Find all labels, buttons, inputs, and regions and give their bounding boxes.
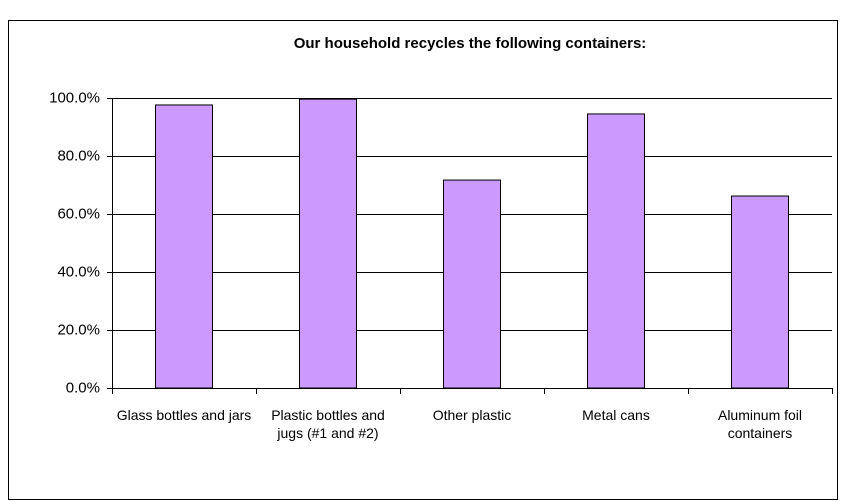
y-tick-label: 80.0% bbox=[57, 147, 100, 164]
x-tick-label: Aluminum foil containers bbox=[717, 407, 803, 441]
bar bbox=[443, 179, 501, 389]
y-tick-label: 40.0% bbox=[57, 263, 100, 280]
x-tick-label: Plastic bottles and jugs (#1 and #2) bbox=[271, 407, 385, 441]
y-tick-label: 60.0% bbox=[57, 205, 100, 222]
x-tick-label: Glass bottles and jars bbox=[116, 407, 252, 423]
x-tick-label: Other plastic bbox=[432, 407, 512, 423]
y-tick-label: 0.0% bbox=[66, 379, 100, 396]
chart-title: Our household recycles the following con… bbox=[294, 35, 647, 52]
bar bbox=[731, 195, 789, 389]
chart-frame bbox=[8, 20, 838, 500]
y-tick-label: 100.0% bbox=[49, 89, 100, 106]
y-tick-label: 20.0% bbox=[57, 321, 100, 338]
bar bbox=[155, 104, 213, 389]
bar bbox=[587, 113, 645, 389]
x-tick-label: Metal cans bbox=[582, 407, 650, 423]
bar bbox=[299, 98, 357, 389]
